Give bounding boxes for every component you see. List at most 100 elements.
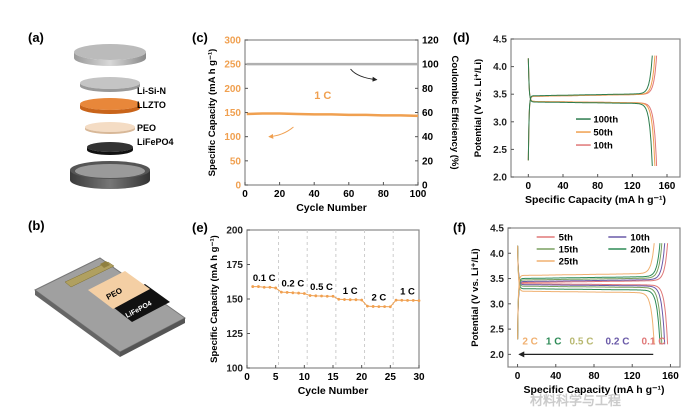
y-tick-label: 4.0 xyxy=(493,62,507,73)
rate-label: 2 C xyxy=(371,293,386,304)
lifepo4-film xyxy=(108,284,170,322)
panel-label-e: (e) xyxy=(192,220,208,235)
x-tick-label: 0 xyxy=(515,371,521,382)
x-tick-label: 15 xyxy=(327,372,339,383)
y-tick-label: 200 xyxy=(224,84,241,95)
panel-label-a: (a) xyxy=(28,30,44,45)
discharge-curve-50th xyxy=(527,58,656,167)
charge-curve-20th xyxy=(517,243,661,340)
y-tick-label: 3.0 xyxy=(490,299,504,310)
peo-film xyxy=(88,271,150,309)
y-tick-label: 100 xyxy=(226,364,243,375)
data-point xyxy=(268,285,272,289)
data-point xyxy=(348,298,352,302)
layer-lifepo4-edge xyxy=(87,147,133,155)
x-tick-label: 120 xyxy=(624,371,641,382)
legend-label: 50th xyxy=(593,128,613,139)
current-collector xyxy=(64,261,115,288)
data-point xyxy=(308,294,312,297)
discharge-curve-25th xyxy=(517,245,655,345)
x-tick-label: 60 xyxy=(343,189,355,200)
data-point xyxy=(411,298,415,302)
data-point xyxy=(388,305,392,309)
data-point xyxy=(343,298,346,301)
x-tick-label: 120 xyxy=(624,181,641,192)
y-tick-label: 150 xyxy=(224,108,241,119)
thin-film-cell-diagram: PEO LiFePO4 xyxy=(34,257,186,357)
coin-cell-diagram: Li-Si-N LLZTO PEO LiFePO4 xyxy=(70,44,174,189)
x-axis-label: Cycle Number xyxy=(298,385,369,397)
legend-label: 5th xyxy=(559,233,573,244)
rate-label: 0.1 C xyxy=(253,273,276,284)
rate-label: 1 C xyxy=(400,287,415,298)
layer-label-li-si-n: Li-Si-N xyxy=(137,86,166,96)
rate-label: 0.5 C xyxy=(310,282,333,293)
x-tick-label: 0 xyxy=(244,372,250,383)
cap-bottom-inner xyxy=(75,164,145,178)
y-axis-label: Potential (V vs. Li⁺/Li) xyxy=(473,59,484,157)
data-point xyxy=(325,294,329,298)
legend-label: 20th xyxy=(630,245,650,256)
x-tick-label: 40 xyxy=(557,181,569,192)
data-point xyxy=(302,292,306,295)
cap-top xyxy=(74,44,146,60)
layer-llzto-edge xyxy=(80,104,140,114)
discharge-curve-20th xyxy=(517,245,661,345)
arrow-left-axis xyxy=(268,126,294,139)
panel-label-d: (d) xyxy=(453,30,470,45)
panel-label-b: (b) xyxy=(28,218,45,233)
y-tick-label: 3.5 xyxy=(490,274,504,285)
legend-label: 10th xyxy=(593,141,613,152)
rate-annotation: 1 C xyxy=(314,90,331,102)
data-point xyxy=(285,290,289,294)
rate-label: 0.2 C xyxy=(606,336,630,347)
x-tick-label: 0 xyxy=(242,189,248,200)
layer-label-llzto: LLZTO xyxy=(137,100,166,110)
y-tick-label: 2.0 xyxy=(493,173,507,184)
charge-curve-25th xyxy=(517,243,655,340)
arrow-right-axis xyxy=(350,68,378,82)
discharge-curve-100th xyxy=(527,58,653,167)
rate-label: 2 C xyxy=(522,336,538,347)
data-point xyxy=(274,286,278,290)
layer-label-lifepo4: LiFePO4 xyxy=(137,137,174,147)
y-tick-label: 0 xyxy=(235,181,241,192)
data-point xyxy=(297,291,300,295)
y2-tick-label: 80 xyxy=(422,84,434,95)
capacity-series xyxy=(246,112,419,118)
rate-label: 1 C xyxy=(343,286,358,297)
data-point xyxy=(280,290,283,294)
data-point xyxy=(366,304,369,308)
legend-label: 15th xyxy=(559,245,579,256)
y-tick-label: 2.5 xyxy=(490,325,504,336)
x-tick-label: 80 xyxy=(592,181,604,192)
chart-e: 0 5 10 15 20 25 30 100 125 150 175 200 Cycle Number S… xyxy=(209,226,425,398)
data-point xyxy=(383,305,386,308)
x-tick-label: 5 xyxy=(273,372,279,383)
chart-d: 0 40 80 120 160 2.0 2.5 3.0 3.5 4.0 4.5 Specific Ca… xyxy=(473,35,681,206)
x-tick-label: 100 xyxy=(410,189,427,200)
y2-tick-label: 0 xyxy=(422,181,428,192)
data-point xyxy=(331,294,335,298)
x-tick-label: 80 xyxy=(588,371,600,382)
plot-frame xyxy=(510,38,681,178)
y2-axis-label: Coulombic Efficiency (%) xyxy=(449,55,460,169)
chart-f: 0 40 80 120 160 2.0 2.5 3.0 3.5 4.0 4.5 Specific Ca… xyxy=(470,224,681,396)
rate-label: 0.1 C xyxy=(642,336,666,347)
x-tick-label: 30 xyxy=(413,372,425,383)
panel-label-c: (c) xyxy=(192,30,208,45)
data-point xyxy=(400,298,404,302)
x-tick-label: 160 xyxy=(659,181,676,192)
y-tick-label: 4.0 xyxy=(490,249,504,260)
y2-tick-label: 60 xyxy=(422,108,434,119)
tab xyxy=(100,261,110,268)
legend-label: 10th xyxy=(630,233,650,244)
y-tick-label: 175 xyxy=(226,260,243,271)
y-tick-label: 3.0 xyxy=(493,117,507,128)
y-axis-label: Potential (V vs. Li⁺/Li) xyxy=(470,248,481,346)
data-point xyxy=(257,285,260,288)
y-tick-label: 250 xyxy=(224,60,241,71)
y-tick-label: 2.0 xyxy=(490,350,504,361)
